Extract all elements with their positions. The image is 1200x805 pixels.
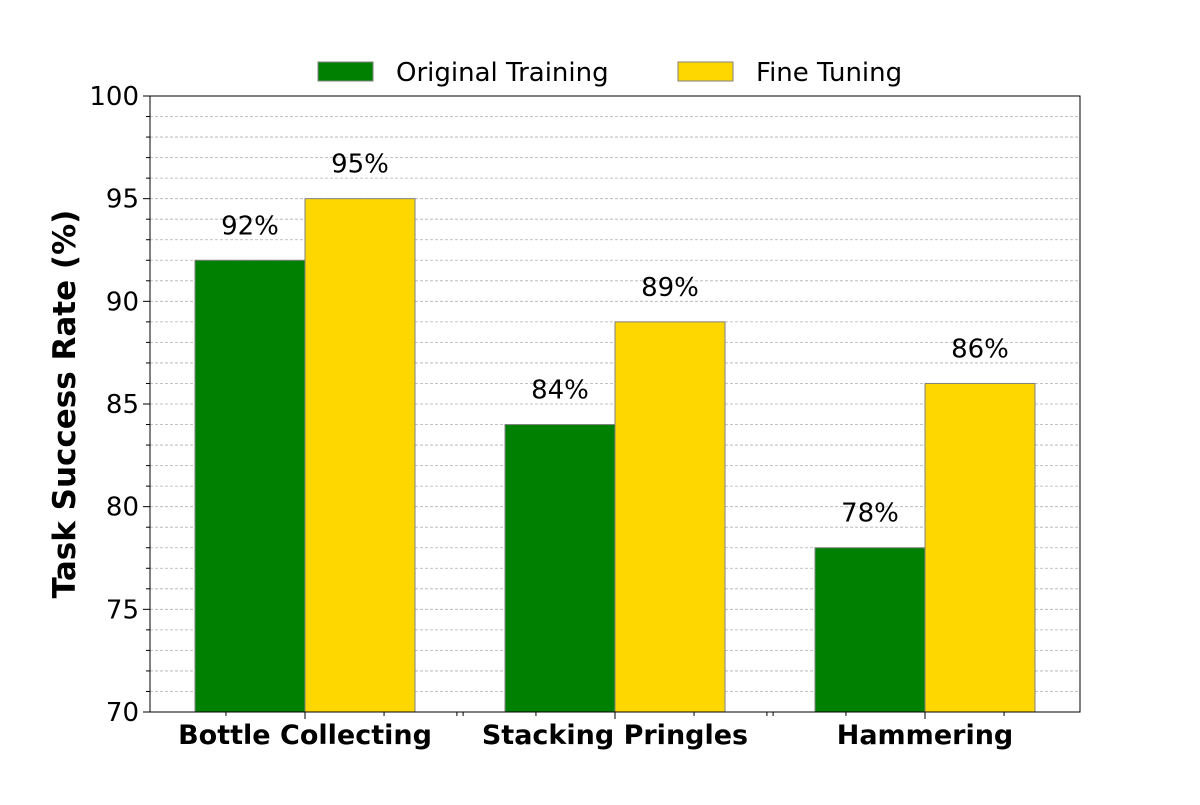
bar: [614, 321, 726, 713]
y-tick-label: 95: [106, 185, 139, 215]
bar-value-label: 92%: [221, 211, 279, 241]
legend-item[interactable]: Fine Tuning: [677, 58, 902, 88]
bar-value-label: 84%: [531, 376, 589, 406]
x-tick-label: Bottle Collecting: [178, 720, 432, 751]
x-axis-ticks: Bottle Collecting Stacking Pringles Hammer…: [178, 712, 1013, 751]
bar-value-label: 78%: [841, 499, 899, 529]
bar: [814, 547, 926, 713]
y-tick-label: 75: [106, 595, 139, 625]
y-axis-label: Task Success Rate (%): [47, 210, 83, 599]
bar-value-label: 89%: [641, 273, 699, 303]
legend-swatch: [317, 61, 374, 82]
y-tick-label: 80: [106, 493, 139, 523]
legend-label: Original Training: [396, 58, 609, 88]
bar: [194, 259, 306, 713]
legend-swatch: [677, 61, 734, 82]
y-axis-ticks: 70 75 80 85 90 95 100: [89, 82, 150, 728]
bar: [504, 424, 616, 713]
legend[interactable]: Original Training Fine Tuning: [317, 58, 902, 88]
bar: [924, 382, 1036, 713]
x-tick-label: Stacking Pringles: [482, 720, 748, 751]
bar-value-label: 86%: [951, 334, 1009, 364]
bar: [304, 198, 416, 713]
bars: [194, 198, 1036, 713]
y-tick-label: 70: [106, 698, 139, 728]
y-tick-label: 85: [106, 390, 139, 420]
bar-value-labels: 92% 84% 78% 95% 89% 86%: [221, 150, 1009, 529]
legend-item[interactable]: Original Training: [317, 58, 609, 88]
legend-label: Fine Tuning: [756, 58, 902, 88]
y-tick-label: 100: [89, 82, 139, 112]
bar-value-label: 95%: [331, 150, 389, 180]
y-tick-label: 90: [106, 287, 139, 317]
x-tick-label: Hammering: [837, 720, 1014, 751]
